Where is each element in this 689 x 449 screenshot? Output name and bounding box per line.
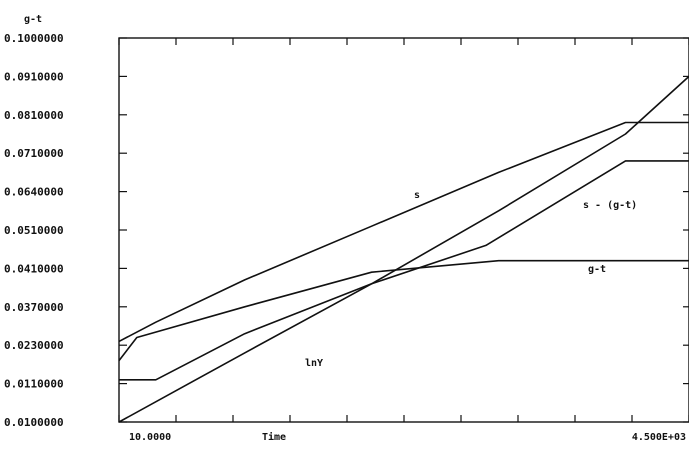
series-line-0 — [118, 121, 689, 343]
y-tick-label: 0.0230000 — [4, 339, 64, 352]
y-axis-title: g-t — [24, 14, 42, 25]
series-lines — [118, 75, 689, 423]
x-tick-label: 10.0000 — [129, 432, 171, 443]
x-axis-label: Time — [262, 431, 286, 443]
series-label-s-minus-gt: s - (g-t) — [583, 200, 637, 211]
x-tick-label: 4.500E+03 — [632, 432, 686, 443]
series-label-gt: g-t — [588, 264, 606, 275]
y-tick-label: 0.0370000 — [4, 301, 64, 314]
x-ticks: 10.0000 4.500E+03 — [118, 38, 689, 443]
series-line-1 — [119, 160, 689, 381]
y-axis-label: g-t — [24, 14, 42, 25]
series-label-s: s — [414, 190, 420, 201]
y-tick-label: 0.0410000 — [4, 262, 64, 275]
y-ticks: 0.1000000 0.0910000 0.0810000 0.0710000 0.06… — [4, 32, 689, 429]
series-line-2 — [118, 259, 689, 362]
y-tick-label: 0.0510000 — [4, 224, 64, 237]
series-label-lny: lnY — [305, 358, 323, 369]
y-tick-label: 0.0640000 — [4, 186, 64, 199]
y-tick-label: 0.0810000 — [4, 109, 64, 122]
y-tick-label: 0.0710000 — [4, 147, 64, 160]
y-tick-label: 0.1000000 — [4, 32, 64, 45]
y-tick-label: 0.0100000 — [4, 416, 64, 429]
series-line-3 — [118, 75, 689, 423]
plot-frame — [118, 37, 689, 423]
y-tick-label: 0.0910000 — [4, 70, 64, 83]
y-tick-label: 0.0110000 — [4, 378, 64, 391]
